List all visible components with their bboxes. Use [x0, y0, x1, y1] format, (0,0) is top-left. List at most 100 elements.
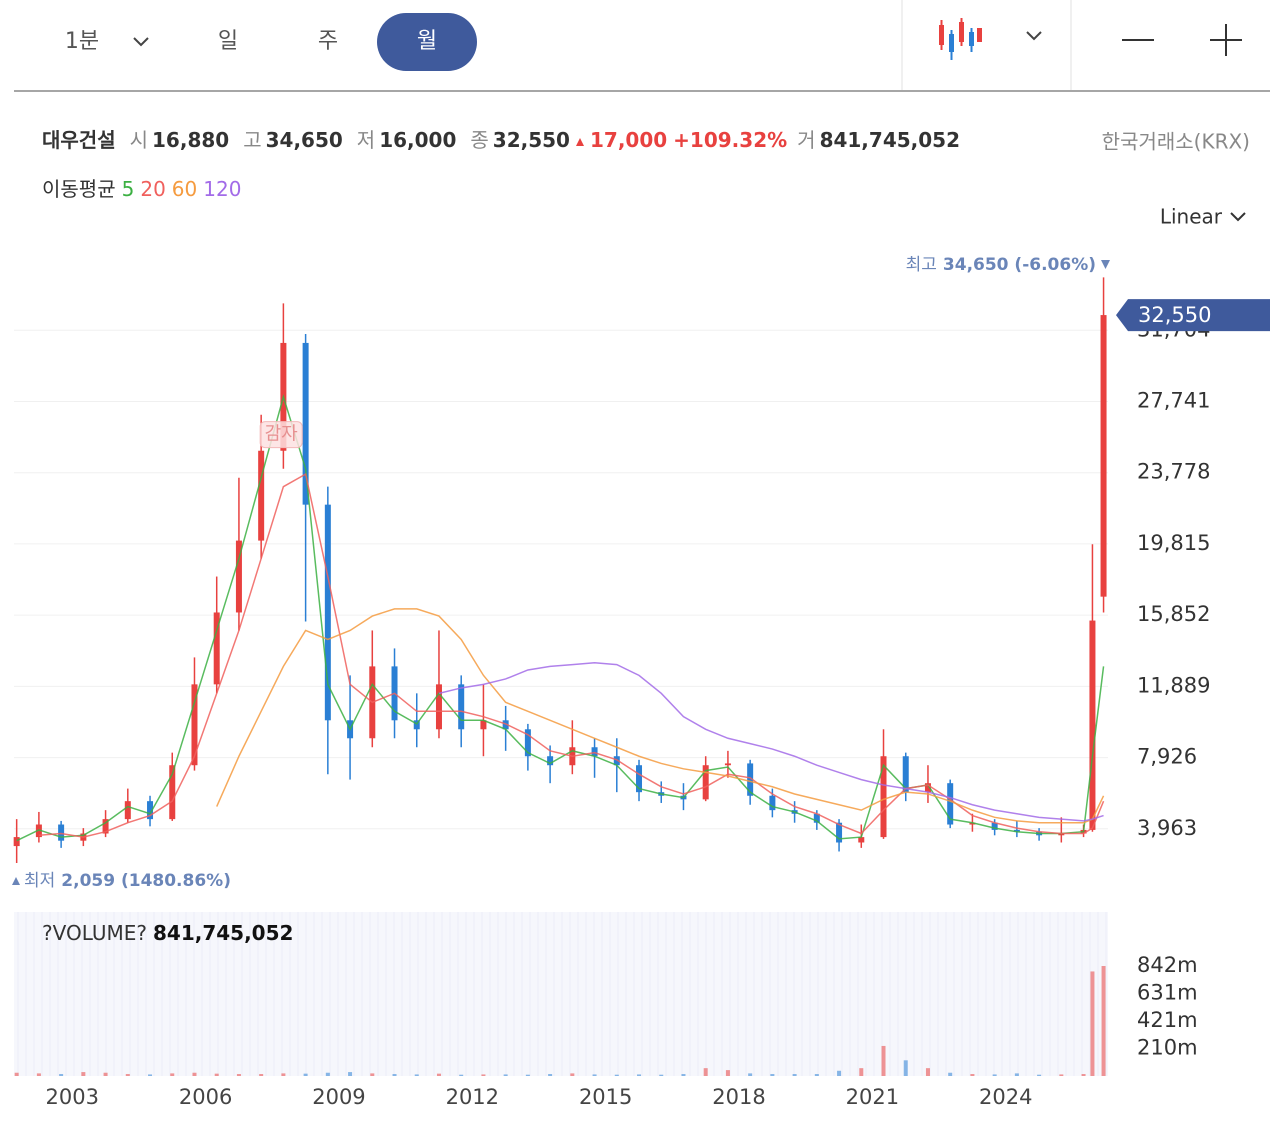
y-tick-label: 27,741: [1137, 388, 1210, 412]
candle-body: [836, 822, 843, 843]
ma-line: [216, 608, 1105, 824]
volume-bar: [925, 1068, 930, 1076]
scale-mode[interactable]: Linear: [1160, 205, 1223, 229]
x-tick-label: 2012: [446, 1085, 499, 1109]
field-value: 16,000: [379, 128, 456, 152]
event-badge: [259, 421, 303, 449]
legend-entry: 60: [172, 177, 197, 201]
candle-body: [613, 756, 620, 766]
field-label: 시: [130, 128, 148, 152]
y-tick-label: 3,963: [1137, 816, 1197, 840]
volume-bar: [592, 1074, 597, 1076]
candle-body: [524, 729, 531, 757]
volume-bar: [748, 1073, 753, 1076]
quote-line: 대우건설 시 16,880 고 34,650 저 16,000 종 32,550: [42, 128, 570, 152]
candle-body: [147, 801, 154, 820]
candle-body: [591, 747, 598, 757]
volume-bar: [814, 1074, 819, 1076]
candle-body: [13, 837, 20, 847]
candle-body: [702, 765, 709, 800]
x-tick-label: 2018: [712, 1085, 765, 1109]
candle-body: [880, 756, 887, 838]
volume-bar: [792, 1074, 797, 1076]
candle-body: [1058, 833, 1065, 836]
candle-body: [547, 756, 554, 766]
y-tick-label: 15,852: [1137, 602, 1210, 626]
candle-body: [258, 450, 265, 541]
volume-bar: [681, 1074, 686, 1076]
candle-body: [413, 720, 420, 730]
volume-bar: [548, 1074, 553, 1076]
volume-bar: [770, 1074, 775, 1076]
chart-type-icon[interactable]: [939, 18, 982, 60]
volume-bar: [1014, 1073, 1019, 1076]
candle-body: [1013, 829, 1020, 832]
volume-bar: [948, 1072, 953, 1076]
low-value: 2,059 (1480.86%): [61, 871, 231, 891]
candle-body: [124, 801, 131, 820]
chart-type-chevron[interactable]: [1026, 31, 1042, 41]
ma-line: [16, 394, 1105, 842]
low-label: 최저: [24, 871, 55, 891]
volume-bar: [392, 1074, 397, 1076]
volume-bar: [236, 1074, 241, 1076]
ma-line: [438, 662, 1104, 822]
y-tick-label: 842m: [1137, 953, 1198, 977]
volume-bar: [259, 1074, 264, 1076]
candle-body: [435, 684, 442, 730]
interval-chevron[interactable]: [133, 37, 149, 47]
interval-tab[interactable]: 월: [417, 29, 437, 54]
field-value: 34,650: [266, 128, 343, 152]
zoom-in[interactable]: [1210, 24, 1242, 56]
volume-bar: [459, 1074, 464, 1076]
volume-bar: [703, 1068, 708, 1076]
candle-body: [35, 824, 42, 838]
interval-tab[interactable]: 1분: [65, 29, 99, 54]
candle-body: [169, 765, 176, 820]
volume-bar: [59, 1074, 64, 1076]
volume-bar: [614, 1074, 619, 1076]
volume-bar: [1090, 971, 1095, 1076]
volume-bar: [970, 1074, 975, 1076]
legend-entry: 5: [122, 177, 135, 201]
candle-body: [747, 763, 754, 796]
volume-bar: [370, 1073, 375, 1076]
volume-last: 841,745,052: [153, 921, 293, 945]
volume-bar: [725, 1070, 730, 1076]
field-label: 저: [357, 128, 375, 152]
y-tick-label: 631m: [1137, 981, 1198, 1005]
interval-tab[interactable]: 주: [318, 29, 338, 54]
volume-bar: [14, 1072, 19, 1076]
candle-body: [235, 540, 242, 613]
ma-legend: 이동평균 5 20 60 120: [42, 177, 241, 201]
scale-chevron[interactable]: [1230, 212, 1246, 222]
candle-body: [1100, 315, 1107, 597]
high-value: 34,650 (-6.06%): [943, 255, 1096, 275]
high-arrow: [1101, 260, 1110, 269]
volume-bar: [659, 1074, 664, 1076]
volume-bar: [637, 1074, 642, 1076]
volume-bar: [859, 1068, 864, 1076]
field-value: 32,550: [493, 128, 570, 152]
volume-bar: [436, 1073, 441, 1076]
volume-bar: [481, 1074, 486, 1076]
y-tick-label: 7,926: [1137, 745, 1197, 769]
change-line: 17,000 +109.32% 거 841,745,052: [590, 128, 960, 152]
volume-label: 거: [797, 128, 815, 152]
volume-panel: [14, 912, 1108, 1076]
volume-bar: [1081, 1074, 1086, 1076]
x-tick-label: 2024: [979, 1085, 1032, 1109]
volume: 841,745,052: [820, 128, 960, 152]
field-label: 종: [470, 128, 488, 152]
volume-bar: [881, 1045, 886, 1076]
legend-entry: 120: [203, 177, 241, 201]
volume-bar: [81, 1072, 86, 1076]
y-tick-label: 210m: [1137, 1036, 1198, 1060]
active-interval-pill[interactable]: [377, 13, 477, 71]
interval-tab[interactable]: 일: [218, 29, 238, 54]
volume-bar: [1101, 966, 1106, 1076]
candle-body: [924, 783, 931, 793]
x-tick-label: 2006: [179, 1085, 232, 1109]
